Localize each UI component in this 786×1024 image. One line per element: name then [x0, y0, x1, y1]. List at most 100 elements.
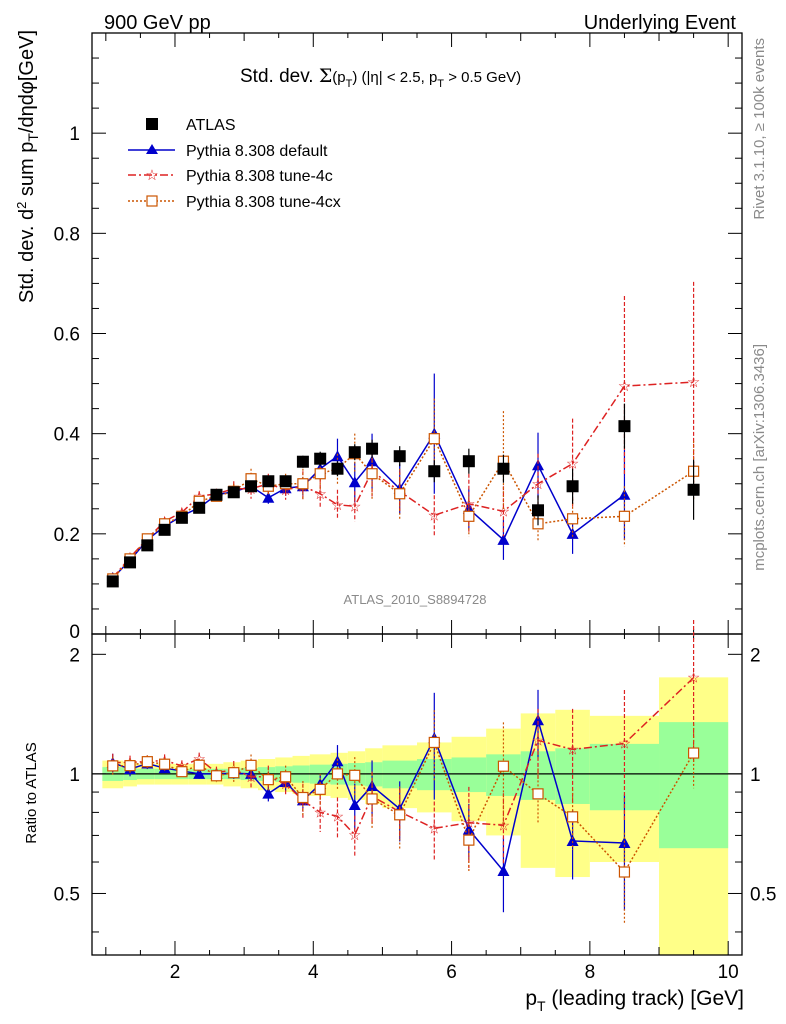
ratio-point: ☆ [348, 826, 361, 844]
main-point [331, 450, 344, 462]
main-point [297, 478, 309, 490]
y-tick-label: 0.4 [54, 425, 81, 446]
ratio-point [428, 736, 440, 749]
y-axis-label: Std. dev. d2 sum pT/dηdφ[GeV] [14, 30, 41, 303]
ratio-line [112, 677, 695, 837]
main-point [245, 480, 258, 493]
x-tick-label: 6 [446, 962, 457, 983]
analysis-watermark: ATLAS_2010_S8894728 [344, 592, 487, 607]
ratio-point [262, 774, 274, 786]
main-point: ☆ [531, 475, 544, 493]
rivet-label: Rivet 3.1.10, ≥ 100k events [751, 38, 768, 220]
main-point [462, 455, 475, 468]
main-series-2: ☆☆☆☆☆☆☆☆☆☆☆☆☆☆☆☆☆☆☆☆☆☆☆☆ [106, 281, 700, 587]
legend-label-default: Pythia 8.308 default [186, 143, 328, 160]
ratio-point [124, 760, 136, 772]
ratio-point [348, 799, 361, 811]
main-point [262, 491, 275, 503]
ratio-point [618, 866, 631, 878]
ratio-point [297, 791, 309, 804]
y-tick-label: 1 [69, 124, 80, 145]
ratio-point [280, 771, 292, 783]
main-point [394, 488, 406, 500]
ratio-point [193, 759, 205, 771]
header-right: Underlying Event [584, 12, 737, 34]
ratio-point [176, 766, 188, 778]
main-point [175, 511, 188, 524]
main-point [463, 510, 475, 522]
main-point: ☆ [348, 497, 361, 515]
ratio-band-inner [451, 757, 487, 793]
ratio-point [497, 864, 510, 876]
main-point [348, 476, 361, 488]
axis-ticks [92, 32, 742, 955]
main-point [497, 462, 510, 475]
x-tick-label: 10 [718, 962, 739, 983]
ratio-y-tick-label-right: 1 [750, 765, 761, 786]
main-point [279, 475, 292, 488]
main-point [210, 488, 223, 501]
main-point [106, 575, 119, 588]
ratio-point [532, 714, 545, 726]
main-point [193, 501, 206, 514]
main-line [112, 432, 625, 579]
ratio-point [566, 811, 579, 823]
main-point [618, 420, 631, 433]
main-point [141, 539, 154, 552]
ratio-point [331, 768, 344, 780]
ratio-y-tick-label: 2 [69, 645, 80, 666]
ratio-point: ☆ [313, 803, 326, 821]
main-point [348, 446, 361, 459]
main-point [428, 465, 441, 478]
ratio-point: ☆ [566, 740, 579, 758]
ratio-point [107, 760, 119, 772]
x-tick-label: 2 [170, 962, 181, 983]
ratio-point [532, 788, 544, 800]
ratio-point [366, 793, 378, 805]
ratio-y-tick-label: 0.5 [54, 884, 80, 905]
main-point: ☆ [618, 377, 631, 395]
ratio-point [159, 758, 171, 770]
legend: ATLAS Pythia 8.308 default ☆ Pythia 8.30… [128, 117, 341, 211]
ratio-point [245, 759, 257, 771]
main-point [566, 513, 579, 525]
main-point [532, 504, 545, 517]
ratio-point [314, 783, 326, 795]
main-point [566, 480, 579, 493]
x-axis-label: pT (leading track) [GeV] [525, 987, 744, 1014]
legend-label-atlas: ATLAS [186, 117, 236, 134]
ratio-point: ☆ [531, 731, 544, 749]
main-point: ☆ [687, 373, 700, 391]
main-point: ☆ [313, 485, 326, 503]
main-point [618, 510, 631, 522]
main-point [428, 433, 440, 445]
ratio-y-tick-label: 1 [69, 765, 80, 786]
ratio-point [566, 834, 579, 846]
main-point: ☆ [331, 496, 344, 514]
ratio-point [228, 767, 240, 779]
ratio-point: ☆ [331, 807, 344, 825]
ratio-point: ☆ [687, 669, 700, 687]
main-line [112, 381, 694, 579]
header-left: 900 GeV pp [104, 12, 211, 34]
main-point [227, 486, 240, 499]
main-point [566, 527, 579, 539]
mcplots-label: mcplots.cern.ch [arXiv:1306.3436] [751, 344, 768, 571]
ratio-point [193, 767, 206, 779]
ratio-point: ☆ [497, 816, 510, 834]
ratio-uncertainty-bands [102, 677, 729, 955]
ratio-y-tick-label-right: 2 [750, 645, 761, 666]
ratio-point [463, 834, 475, 846]
main-point [331, 462, 344, 475]
ratio-point: ☆ [428, 819, 441, 837]
main-point [366, 468, 378, 480]
ratio-series-3 [107, 710, 700, 923]
main-point: ☆ [566, 455, 579, 473]
ratio-point: ☆ [244, 768, 257, 786]
legend-marker-atlas [146, 118, 158, 130]
main-point: ☆ [428, 506, 441, 524]
main-point [497, 533, 510, 545]
y-tick-label: 0.6 [54, 325, 80, 346]
legend-label-tune4cx: Pythia 8.308 tune-4cx [186, 194, 341, 211]
